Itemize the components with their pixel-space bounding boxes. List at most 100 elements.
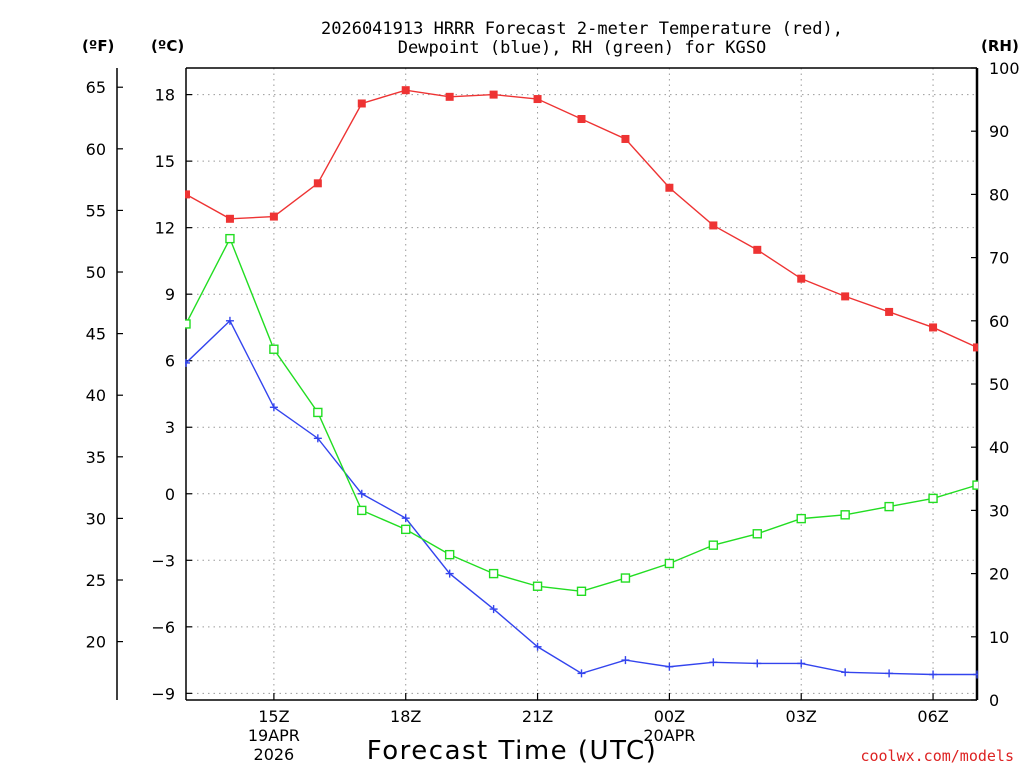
temperature-point — [445, 92, 454, 101]
temperature-point — [489, 90, 498, 99]
celsius-tick-label: −6 — [151, 618, 175, 637]
rh-tick-label: 40 — [989, 438, 1009, 457]
fahrenheit-tick-label: 25 — [86, 571, 106, 590]
celsius-tick-label: 18 — [155, 86, 175, 105]
chart-title-line1: 2026041913 HRRR Forecast 2-meter Tempera… — [321, 19, 843, 39]
rh-tick-label: 100 — [989, 59, 1020, 78]
temperature-point — [797, 274, 806, 283]
temperature-point — [225, 214, 234, 223]
celsius-axis: −9 −6 −3 0 3 6 9 12 15 18 — [151, 86, 192, 703]
dewpoint-markers — [185, 316, 978, 679]
rh-point — [444, 549, 455, 560]
dewpoint-point — [929, 670, 938, 679]
temperature-point — [533, 95, 542, 104]
fahrenheit-tick-label: 65 — [86, 78, 106, 97]
rh-point — [357, 505, 367, 516]
fahrenheit-axis-label: (ºF) — [82, 37, 114, 55]
temperature-point — [709, 221, 718, 230]
time-tick-label: 21Z — [522, 707, 553, 726]
time-tick-label: 00Z — [654, 707, 685, 726]
rh-point — [576, 586, 587, 596]
rh-point — [185, 319, 191, 329]
time-tick-label: 03Z — [786, 707, 817, 726]
rh-tick-label: 30 — [989, 501, 1009, 520]
celsius-tick-label: 12 — [155, 219, 175, 238]
temperature-point — [841, 292, 850, 301]
series-rh — [185, 233, 978, 596]
temperature-point — [577, 115, 586, 124]
series-dewpoint — [185, 316, 978, 679]
dewpoint-point — [797, 659, 806, 668]
series-temperature — [185, 86, 978, 352]
rh-point — [928, 493, 938, 504]
rh-tick-label: 0 — [989, 691, 999, 710]
dewpoint-point — [665, 662, 674, 671]
dewpoint-point — [621, 656, 630, 665]
dewpoint-point — [185, 358, 190, 367]
dewpoint-point — [225, 316, 234, 325]
dewpoint-point — [357, 489, 366, 498]
fahrenheit-tick-label: 60 — [86, 140, 106, 159]
date-label: 19APR — [248, 726, 300, 745]
fahrenheit-tick-label: 35 — [86, 448, 106, 467]
temperature-point — [753, 245, 762, 254]
temperature-point — [973, 343, 978, 352]
fahrenheit-tick-label: 45 — [86, 325, 106, 344]
dewpoint-point — [577, 669, 586, 678]
celsius-tick-label: −9 — [151, 684, 175, 703]
fahrenheit-tick-label: 20 — [86, 633, 106, 652]
rh-tick-label: 50 — [989, 375, 1009, 394]
dewpoint-point — [753, 659, 762, 668]
temperature-point — [313, 179, 322, 188]
dewpoint-point — [313, 434, 322, 443]
rh-point — [664, 558, 675, 569]
temperature-point — [885, 307, 894, 316]
dewpoint-point — [445, 569, 454, 578]
fahrenheit-tick-label: 40 — [86, 386, 106, 405]
celsius-tick-label: 0 — [165, 485, 175, 504]
celsius-tick-label: 15 — [155, 152, 175, 171]
temperature-point — [357, 99, 366, 108]
rh-point — [840, 510, 850, 520]
temperature-markers — [185, 86, 978, 352]
dewpoint-point — [973, 670, 978, 679]
time-tick-label: 18Z — [390, 707, 421, 726]
fahrenheit-tick-label: 50 — [86, 263, 106, 282]
fahrenheit-axis: 20 25 30 35 40 45 50 55 60 65 — [86, 78, 123, 652]
rh-tick-label: 80 — [989, 185, 1009, 204]
time-tick-label: 06Z — [917, 707, 948, 726]
rh-line — [185, 236, 978, 593]
rh-tick-label: 20 — [989, 565, 1009, 584]
rh-point — [269, 344, 279, 354]
rh-point — [752, 529, 762, 539]
rh-tick-label: 60 — [989, 312, 1009, 331]
rh-point — [972, 480, 978, 490]
temperature-point — [665, 183, 674, 192]
rh-point — [708, 540, 719, 550]
celsius-axis-label: (ºC) — [151, 37, 184, 55]
fahrenheit-tick-label: 55 — [86, 201, 106, 220]
gridlines — [186, 68, 977, 700]
rh-point — [225, 233, 235, 244]
temperature-point — [929, 323, 938, 332]
rh-point — [884, 501, 894, 512]
dewpoint-point — [885, 669, 894, 678]
rh-point — [620, 573, 631, 583]
watermark: coolwx.com/models — [860, 747, 1014, 765]
rh-tick-label: 70 — [989, 249, 1009, 268]
time-tick-label: 15Z — [258, 707, 289, 726]
rh-point — [313, 407, 323, 418]
dewpoint-point — [489, 605, 498, 614]
date-label: 20APR — [643, 726, 695, 745]
dewpoint-line — [185, 319, 977, 676]
dewpoint-point — [401, 514, 410, 523]
fahrenheit-tick-label: 30 — [86, 509, 106, 528]
temperature-point — [401, 86, 410, 95]
rh-point — [488, 568, 499, 579]
rh-point — [796, 513, 806, 524]
temperature-point — [269, 212, 278, 221]
temperature-point — [185, 190, 190, 199]
year-label: 2026 — [254, 745, 295, 764]
